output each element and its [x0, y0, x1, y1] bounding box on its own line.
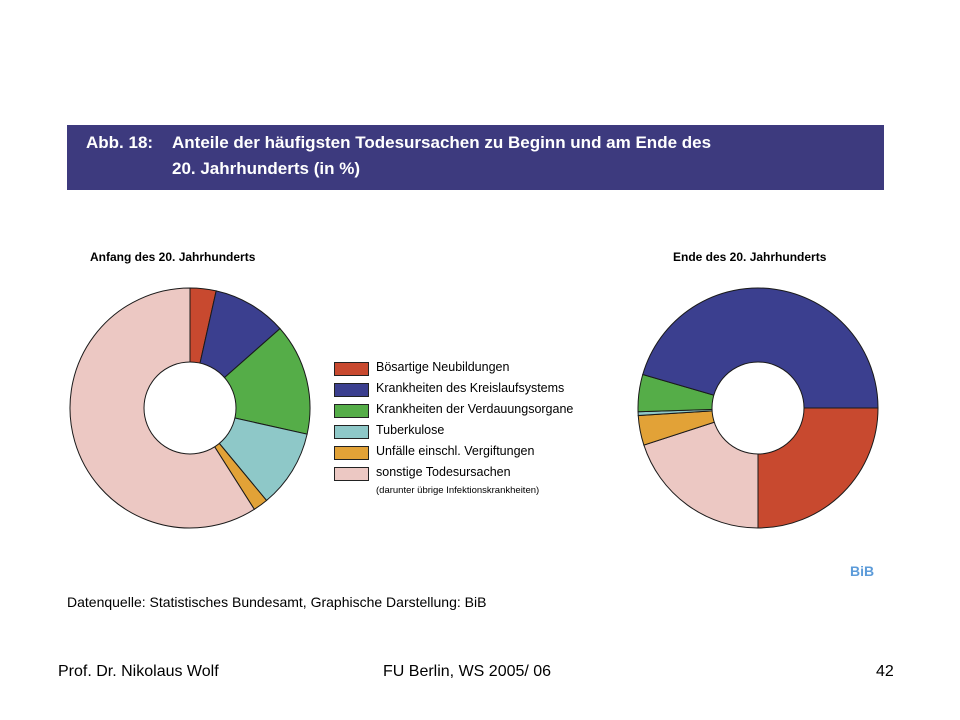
- legend-swatch: [334, 362, 369, 376]
- legend-swatch: [334, 425, 369, 439]
- bib-logo: BiB: [850, 563, 875, 579]
- pie-title-start-century: Anfang des 20. Jahrhunderts: [90, 250, 256, 264]
- legend-label: Krankheiten der Verdauungsorgane: [376, 402, 574, 416]
- legend-note: (darunter übrige Infektionskrankheiten): [376, 485, 540, 496]
- footer-author: Prof. Dr. Nikolaus Wolf: [58, 663, 219, 680]
- legend-label: sonstige Todesursachen: [376, 465, 511, 479]
- figure-title-banner: Abb. 18: Anteile der häufigsten Todesurs…: [67, 125, 884, 190]
- pie-title-end-century: Ende des 20. Jahrhunderts: [673, 250, 827, 264]
- data-source-note: Datenquelle: Statistisches Bundesamt, Gr…: [67, 594, 487, 610]
- legend-swatch: [334, 467, 369, 481]
- figure-title-line-1: Anteile der häufigsten Todesursachen zu …: [172, 133, 712, 152]
- legend-label: Bösartige Neubildungen: [376, 360, 510, 374]
- figure-title-line-2: 20. Jahrhunderts (in %): [172, 159, 360, 178]
- slide-number: 42: [876, 663, 894, 680]
- donut-chart-end-century: [637, 287, 879, 529]
- legend-label: Krankheiten des Kreislaufsystems: [376, 381, 565, 395]
- legend-label: Tuberkulose: [376, 423, 445, 437]
- legend-swatch: [334, 404, 369, 418]
- donut-chart-start-century: [69, 287, 311, 529]
- donut-hole-start: [143, 361, 237, 455]
- footer-course: FU Berlin, WS 2005/ 06: [383, 663, 552, 680]
- figure-number: Abb. 18:: [86, 133, 154, 152]
- legend-label: Unfälle einschl. Vergiftungen: [376, 444, 535, 458]
- donut-hole-end: [711, 361, 805, 455]
- legend-swatch: [334, 446, 369, 460]
- legend-swatch: [334, 383, 369, 397]
- pie-slice-end-krankheiten-des-kreislaufsystems: [642, 287, 879, 409]
